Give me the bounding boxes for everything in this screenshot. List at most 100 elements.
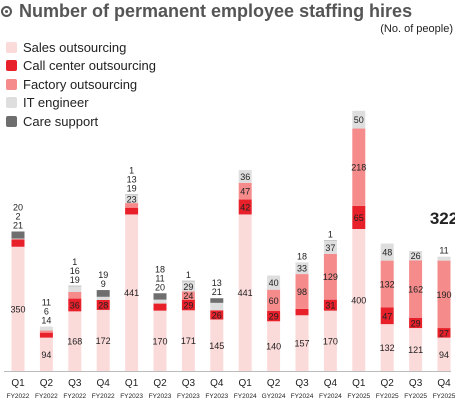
bar-value-label: 129 bbox=[323, 272, 338, 282]
bar-value-label: 11 bbox=[439, 246, 448, 256]
bar-value-label: 11 bbox=[155, 273, 164, 283]
bar-segment bbox=[238, 170, 252, 183]
bar-value-label: 27 bbox=[439, 328, 449, 338]
x-tick-sublabel: FY2023 bbox=[149, 393, 172, 400]
x-tick-sublabel: FY2023 bbox=[205, 393, 228, 400]
bar-segment bbox=[11, 239, 25, 247]
bar-value-label: 65 bbox=[354, 213, 364, 223]
legend-item-care-support: Care support bbox=[6, 112, 156, 131]
bar-value-label: 26 bbox=[212, 310, 222, 320]
bar-segment bbox=[210, 302, 224, 311]
bar-value-label: 1 bbox=[129, 166, 134, 176]
bar-value-label: 36 bbox=[70, 300, 80, 310]
bar-value-label: 18 bbox=[297, 251, 307, 261]
bar-value-label: 16 bbox=[70, 266, 80, 276]
bar-value-label: 19 bbox=[70, 275, 80, 285]
bar-value-label: 6 bbox=[44, 307, 49, 317]
bar-segment bbox=[437, 256, 451, 261]
bar-value-label: 14 bbox=[41, 316, 51, 326]
bar-segment bbox=[267, 275, 281, 290]
bar-value-label: 13 bbox=[127, 175, 137, 185]
bar-value-label: 94 bbox=[439, 350, 449, 360]
bar-segment bbox=[323, 299, 337, 311]
x-tick-label: Q2 bbox=[153, 378, 167, 389]
bar-segment bbox=[352, 110, 366, 129]
bar-value-label: 170 bbox=[152, 336, 167, 346]
x-tick-label: Q4 bbox=[324, 378, 338, 389]
bar-value-label: 441 bbox=[124, 288, 139, 298]
bar-value-label: 13 bbox=[212, 278, 222, 288]
legend-label: IT engineer bbox=[23, 95, 89, 111]
x-tick-sublabel: FY2025 bbox=[433, 393, 455, 400]
bar-value-label: 19 bbox=[98, 270, 108, 280]
bar-value-label: 19 bbox=[127, 184, 137, 194]
x-tick-sublabel: FY2024 bbox=[234, 393, 257, 400]
bar-value-label: 28 bbox=[98, 300, 108, 310]
bar-value-label: 132 bbox=[380, 343, 395, 353]
bar-value-label: 441 bbox=[238, 288, 253, 298]
bar-value-label: 162 bbox=[408, 284, 423, 294]
legend-label: Sales outsourcing bbox=[23, 39, 127, 55]
chart-legend: Sales outsourcing Call center outsourcin… bbox=[6, 38, 156, 131]
bar-segment bbox=[125, 203, 139, 208]
bar-value-label: 29 bbox=[183, 301, 193, 311]
bar-segment bbox=[380, 307, 394, 325]
bar-segment bbox=[238, 182, 252, 200]
bar-segment bbox=[11, 246, 25, 371]
bar-segment bbox=[380, 243, 394, 261]
bar-segment bbox=[409, 260, 423, 318]
bar-segment bbox=[96, 309, 110, 371]
bar-value-label: 50 bbox=[354, 115, 364, 125]
bar-segment bbox=[295, 262, 309, 275]
chart-title: Number of permanent employee staffing hi… bbox=[19, 0, 413, 21]
bar-value-label: 140 bbox=[266, 342, 281, 352]
bar-segment bbox=[323, 240, 337, 254]
bar-value-label: 350 bbox=[10, 304, 25, 314]
bar-segment bbox=[380, 324, 394, 371]
bar-value-label: 218 bbox=[351, 163, 366, 173]
highlight-total-label: 322 bbox=[430, 209, 455, 228]
bar-value-label: 29 bbox=[183, 282, 193, 292]
bar-segment bbox=[267, 311, 281, 322]
bar-segment bbox=[39, 326, 53, 331]
x-tick-label: Q2 bbox=[267, 378, 281, 389]
bar-value-label: 47 bbox=[382, 311, 392, 321]
bar-segment bbox=[352, 229, 366, 371]
bar-value-label: 24 bbox=[183, 291, 193, 301]
bar-value-label: 33 bbox=[297, 264, 307, 274]
legend-swatch bbox=[6, 41, 17, 53]
bar-segment bbox=[295, 315, 309, 371]
bar-value-label: 23 bbox=[127, 195, 137, 205]
bar-value-label: 132 bbox=[380, 280, 395, 290]
bar-segment bbox=[181, 300, 195, 311]
bar-segment bbox=[125, 194, 139, 204]
bar-value-label: 1 bbox=[186, 270, 191, 280]
legend-item-call-center-outsourcing: Call center outsourcing bbox=[6, 57, 156, 76]
bar-segment bbox=[238, 214, 252, 371]
bar-segment bbox=[96, 296, 110, 300]
bar-value-label: 60 bbox=[269, 296, 279, 306]
bar-segment bbox=[409, 251, 423, 261]
bar-segment bbox=[153, 303, 167, 311]
bar-segment bbox=[380, 260, 394, 308]
legend-swatch bbox=[6, 60, 17, 72]
bar-segment bbox=[68, 291, 82, 299]
x-tick-sublabel: FY2024 bbox=[319, 393, 342, 400]
bar-segment bbox=[68, 298, 82, 312]
bar-value-label: 26 bbox=[411, 251, 421, 261]
x-tick-label: Q1 bbox=[352, 378, 366, 389]
bar-segment bbox=[96, 290, 110, 297]
bar-value-label: 145 bbox=[209, 341, 224, 351]
bar-value-label: 18 bbox=[155, 264, 165, 274]
bar-segment bbox=[210, 310, 224, 320]
x-tick-label: Q1 bbox=[11, 378, 25, 389]
bar-value-label: 9 bbox=[101, 279, 106, 289]
x-tick-label: Q1 bbox=[125, 378, 139, 389]
legend-item-factory-outsourcing: Factory outsourcing bbox=[6, 75, 156, 94]
bar-segment bbox=[68, 311, 82, 371]
x-tick-label: Q3 bbox=[295, 378, 309, 389]
x-tick-label: Q3 bbox=[409, 378, 423, 389]
bar-value-label: 37 bbox=[325, 243, 335, 253]
bar-segment bbox=[181, 291, 195, 300]
